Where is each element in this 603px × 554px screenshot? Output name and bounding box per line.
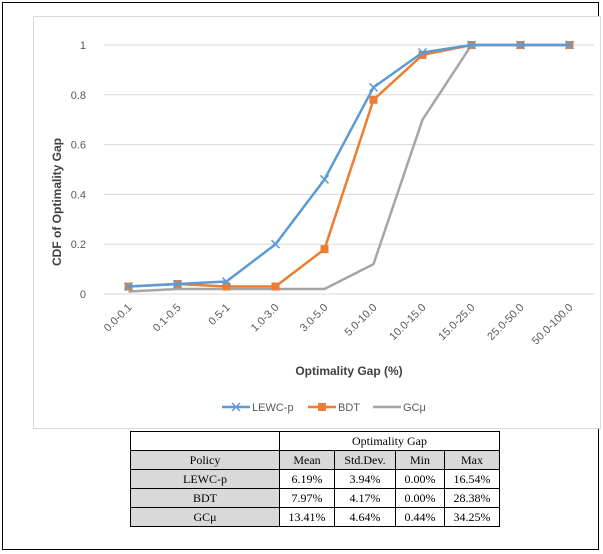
column-header-min: Min	[395, 450, 445, 470]
table-row: LEWC-p 6.19% 3.94% 0.00% 16.54%	[130, 469, 500, 489]
std-cell: 4.64%	[334, 507, 396, 527]
series-lines	[123, 40, 575, 293]
y-tick-label: 1	[80, 40, 86, 52]
series-line	[128, 43, 570, 293]
x-tick-label: 0.5-1	[206, 302, 232, 328]
max-cell: 34.25%	[444, 507, 500, 527]
series-line	[128, 43, 570, 288]
min-cell: 0.44%	[395, 507, 445, 527]
legend-item: BDT	[308, 402, 360, 414]
column-header-std: Std.Dev.	[334, 450, 396, 470]
x-tick-labels: 0.0-0.1 0.1-0.5 0.5-1 1.0-3.0 3.0-5.0 5.0-10.…	[102, 302, 576, 348]
y-tick-label: 0.8	[71, 90, 86, 102]
gridlines	[104, 44, 594, 295]
mean-cell: 13.41%	[279, 507, 335, 527]
data-point	[564, 40, 575, 50]
legend: LEWC-p BDT GCμ	[222, 402, 426, 414]
legend-item: LEWC-p	[222, 402, 294, 414]
column-header-mean: Mean	[279, 450, 335, 470]
table-empty-cell	[130, 431, 280, 451]
y-tick-label: 0.2	[71, 239, 86, 251]
x-tick-label: 0.0-0.1	[102, 302, 135, 335]
x-tick-label: 5.0-10.0	[343, 302, 380, 339]
policy-cell: LEWC-p	[130, 469, 280, 489]
data-point	[319, 174, 330, 184]
x-axis-label: Optimality Gap (%)	[295, 364, 402, 378]
table-group-header: Optimality Gap	[279, 431, 500, 451]
std-cell: 3.94%	[334, 469, 396, 489]
y-axis-label: CDF of Optimality Gap	[50, 138, 64, 266]
data-point	[417, 47, 428, 58]
max-cell: 28.38%	[444, 488, 500, 508]
max-cell: 16.54%	[444, 469, 500, 489]
legend-label: GCμ	[403, 402, 426, 414]
data-point	[466, 40, 477, 50]
legend-label: LEWC-p	[252, 402, 294, 414]
data-point	[271, 282, 280, 291]
y-tick-label: 0	[80, 289, 86, 301]
std-cell: 4.17%	[334, 488, 396, 508]
x-tick-label: 1.0-3.0	[249, 302, 282, 335]
x-tick-label: 0.1-0.5	[151, 302, 184, 335]
mean-cell: 7.97%	[279, 488, 335, 508]
table-group-header-row: Optimality Gap	[130, 431, 500, 451]
data-point	[172, 279, 183, 289]
x-tick-label: 50.0-100.0	[530, 302, 576, 348]
x-tick-label: 25.0-50.0	[485, 302, 526, 343]
policy-cell: GCμ	[130, 507, 280, 527]
legend-item: GCμ	[373, 402, 426, 414]
data-point	[221, 277, 232, 287]
policy-cell: BDT	[130, 488, 280, 508]
data-point	[418, 50, 427, 59]
data-point	[515, 40, 526, 50]
y-tick-label: 0.4	[71, 189, 86, 201]
series-line	[128, 43, 570, 288]
y-tick-labels: 0 0.2 0.4 0.6 0.8 1	[71, 40, 86, 301]
min-cell: 0.00%	[395, 469, 445, 489]
statistics-table: Optimality Gap Policy Mean Std.Dev. Min …	[130, 431, 500, 527]
column-header-policy: Policy	[130, 450, 280, 470]
mean-cell: 6.19%	[279, 469, 335, 489]
x-tick-label: 10.0-15.0	[387, 302, 428, 343]
column-header-max: Max	[444, 450, 500, 470]
data-point	[368, 82, 379, 92]
table-row: GCμ 13.41% 4.64% 0.44% 34.25%	[130, 507, 500, 527]
data-point	[123, 281, 134, 292]
data-point	[320, 245, 329, 254]
table-header-row: Policy Mean Std.Dev. Min Max	[130, 450, 500, 470]
cdf-line-chart: 0 0.2 0.4 0.6 0.8 1 0.0-0.1 0.1-0.5 0.5-1 1.0-3.…	[50, 40, 594, 414]
data-point	[270, 239, 281, 249]
x-tick-label: 15.0-25.0	[436, 302, 477, 343]
data-point	[369, 95, 378, 104]
min-cell: 0.00%	[395, 488, 445, 508]
data-point	[222, 282, 231, 291]
y-tick-label: 0.6	[71, 140, 86, 152]
table-row: BDT 7.97% 4.17% 0.00% 28.38%	[130, 488, 500, 508]
chart-area: 0 0.2 0.4 0.6 0.8 1 0.0-0.1 0.1-0.5 0.5-1 1.0-3.…	[33, 16, 601, 429]
x-tick-label: 3.0-5.0	[298, 302, 331, 335]
legend-label: BDT	[338, 402, 360, 414]
